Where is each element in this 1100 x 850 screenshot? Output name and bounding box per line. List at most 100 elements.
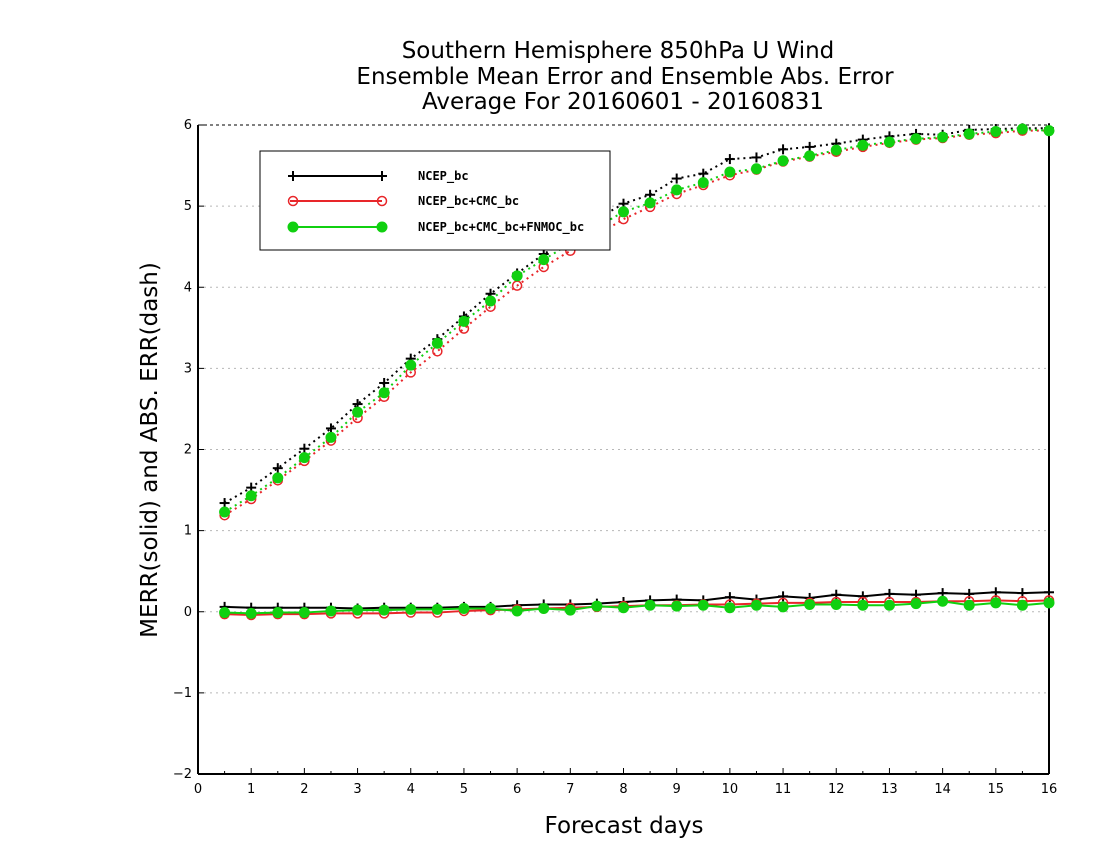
mean-error-point xyxy=(298,607,310,619)
abs-error-point xyxy=(298,452,310,464)
mean-error-point xyxy=(245,607,257,619)
series-layer xyxy=(219,123,1055,621)
x-tick-label: 1 xyxy=(247,782,255,797)
abs-error-point xyxy=(219,498,230,509)
mean-error-point xyxy=(272,607,284,619)
x-tick-label: 8 xyxy=(619,782,627,797)
abs-error-point xyxy=(1043,125,1055,137)
mean-error-point xyxy=(777,601,789,613)
mean-error-point xyxy=(219,607,231,619)
gridlines xyxy=(198,124,1049,694)
mean-error-point xyxy=(750,599,762,611)
mean-error-point xyxy=(910,598,922,610)
legend-label: NCEP_bc+CMC_bc xyxy=(418,194,519,209)
legend-item-1: NCEP_bc+CMC_bc xyxy=(287,194,519,209)
abs-error-point xyxy=(272,472,284,484)
abs-error-point xyxy=(750,163,762,175)
mean-error-point xyxy=(458,603,470,615)
abs-error-point xyxy=(405,359,417,371)
mean-error-point xyxy=(1043,597,1055,609)
y-axis-label: MERR(solid) and ABS. ERR(dash) xyxy=(137,262,163,638)
mean-error-point xyxy=(405,603,417,615)
y-tick-label: −2 xyxy=(173,767,192,782)
mean-error-point xyxy=(963,599,975,611)
mean-error-point xyxy=(778,591,789,602)
mean-error-point xyxy=(538,603,550,615)
legend-item-2: NCEP_bc+CMC_bc+FNMOC_bc xyxy=(287,220,584,235)
x-tick-label: 3 xyxy=(353,782,361,797)
x-tick-label: 2 xyxy=(300,782,308,797)
y-tick-label: 5 xyxy=(184,199,192,214)
abs-error-point xyxy=(671,184,683,196)
abs-error-point xyxy=(697,177,709,189)
mean-error-point xyxy=(697,599,709,611)
abs-error-point xyxy=(325,431,337,443)
abs-error-point xyxy=(458,315,470,327)
mean-error-point xyxy=(431,603,443,615)
abs-error-point xyxy=(937,131,949,143)
mean-error-point xyxy=(990,597,1002,609)
mean-error-point xyxy=(883,599,895,611)
x-tick-label: 7 xyxy=(566,782,574,797)
abs-error-point xyxy=(618,206,629,218)
mean-error-point xyxy=(325,605,337,617)
x-tick-label: 5 xyxy=(460,782,468,797)
abs-error-point xyxy=(245,490,257,502)
mean-error-point xyxy=(485,603,497,615)
y-tick-label: 2 xyxy=(184,443,192,458)
mean-error-point xyxy=(511,605,523,617)
x-tick-label: 14 xyxy=(934,782,951,797)
abs-error-point xyxy=(671,173,682,184)
abs-error-point xyxy=(963,128,975,140)
x-tick-label: 12 xyxy=(828,782,845,797)
x-axis-ticks: 0 1 2 3 4 5 6 7 8 9 10 11 12 13 14 15 16 xyxy=(194,768,1057,797)
y-tick-label: 6 xyxy=(184,118,192,133)
mean-error-point xyxy=(937,595,949,607)
abs-error-point xyxy=(219,506,231,518)
chart-title-line-3: Average For 20160601 - 20160831 xyxy=(422,89,824,115)
legend-swatch-marker-right xyxy=(376,221,388,233)
abs-error-point xyxy=(883,136,895,148)
abs-error-point xyxy=(724,154,735,165)
abs-error-point xyxy=(378,387,390,399)
mean-error-point xyxy=(857,599,869,611)
abs-error-point xyxy=(485,295,497,307)
abs-error-point xyxy=(299,443,310,454)
abs-error-point xyxy=(272,463,283,474)
y-tick-label: 4 xyxy=(184,280,192,295)
legend-swatch-marker-left xyxy=(287,195,299,207)
mean-error-point xyxy=(671,600,683,612)
y-tick-label: −1 xyxy=(173,686,192,701)
abs-error-point xyxy=(379,377,390,388)
abs-error-point xyxy=(778,144,789,155)
mean-error-point xyxy=(830,598,842,610)
abs-error-point xyxy=(698,168,709,179)
x-tick-label: 15 xyxy=(988,782,1005,797)
y-tick-label: 0 xyxy=(184,605,192,620)
mean-error-point xyxy=(618,602,629,614)
mean-error-point xyxy=(591,600,603,612)
y-tick-label: 1 xyxy=(184,524,192,539)
x-tick-label: 4 xyxy=(407,782,415,797)
abs-error-point xyxy=(857,139,869,151)
x-tick-label: 16 xyxy=(1041,782,1058,797)
x-tick-label: 6 xyxy=(513,782,521,797)
chart-title-line-1: Southern Hemisphere 850hPa U Wind xyxy=(402,38,835,64)
abs-error-point xyxy=(538,254,550,266)
x-tick-label: 10 xyxy=(722,782,739,797)
abs-error-point xyxy=(1016,123,1028,135)
abs-error-point xyxy=(804,141,815,152)
legend-label: NCEP_bc xyxy=(418,169,469,184)
chart-title: Southern Hemisphere 850hPa U Wind Ensemb… xyxy=(356,38,894,115)
legend-swatch-marker-right xyxy=(376,195,388,207)
legend-swatch-marker-right xyxy=(377,171,387,181)
mean-error-point xyxy=(857,591,868,602)
abs-error-point xyxy=(751,152,762,163)
legend-label: NCEP_bc+CMC_bc+FNMOC_bc xyxy=(418,220,584,235)
x-tick-label: 13 xyxy=(881,782,898,797)
abs-error-point xyxy=(724,166,736,178)
x-tick-label: 0 xyxy=(194,782,202,797)
abs-error-point xyxy=(804,150,816,162)
